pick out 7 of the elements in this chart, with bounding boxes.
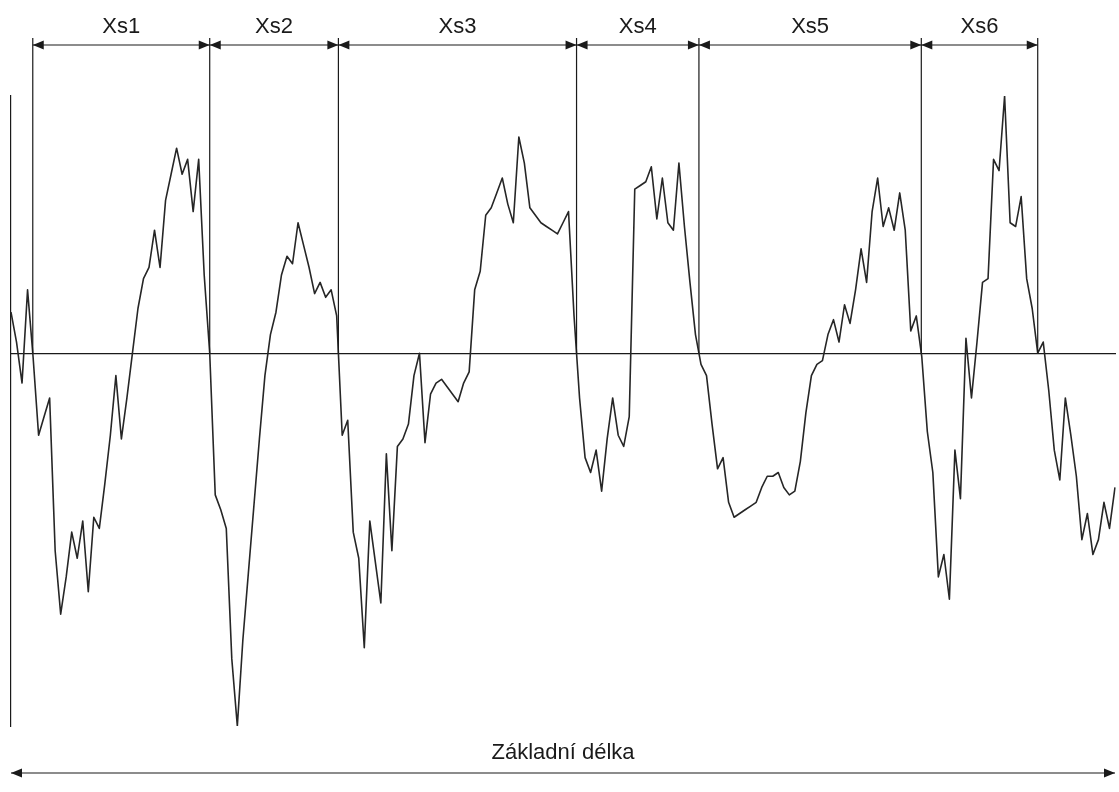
text: Xs5 bbox=[791, 13, 830, 38]
text: Základní délka bbox=[491, 739, 636, 764]
text: Xs3 bbox=[438, 13, 477, 38]
text: Xs1 bbox=[102, 13, 141, 38]
text: Xs2 bbox=[255, 13, 294, 38]
text: Xs6 bbox=[960, 13, 999, 38]
text: Xs4 bbox=[618, 13, 657, 38]
